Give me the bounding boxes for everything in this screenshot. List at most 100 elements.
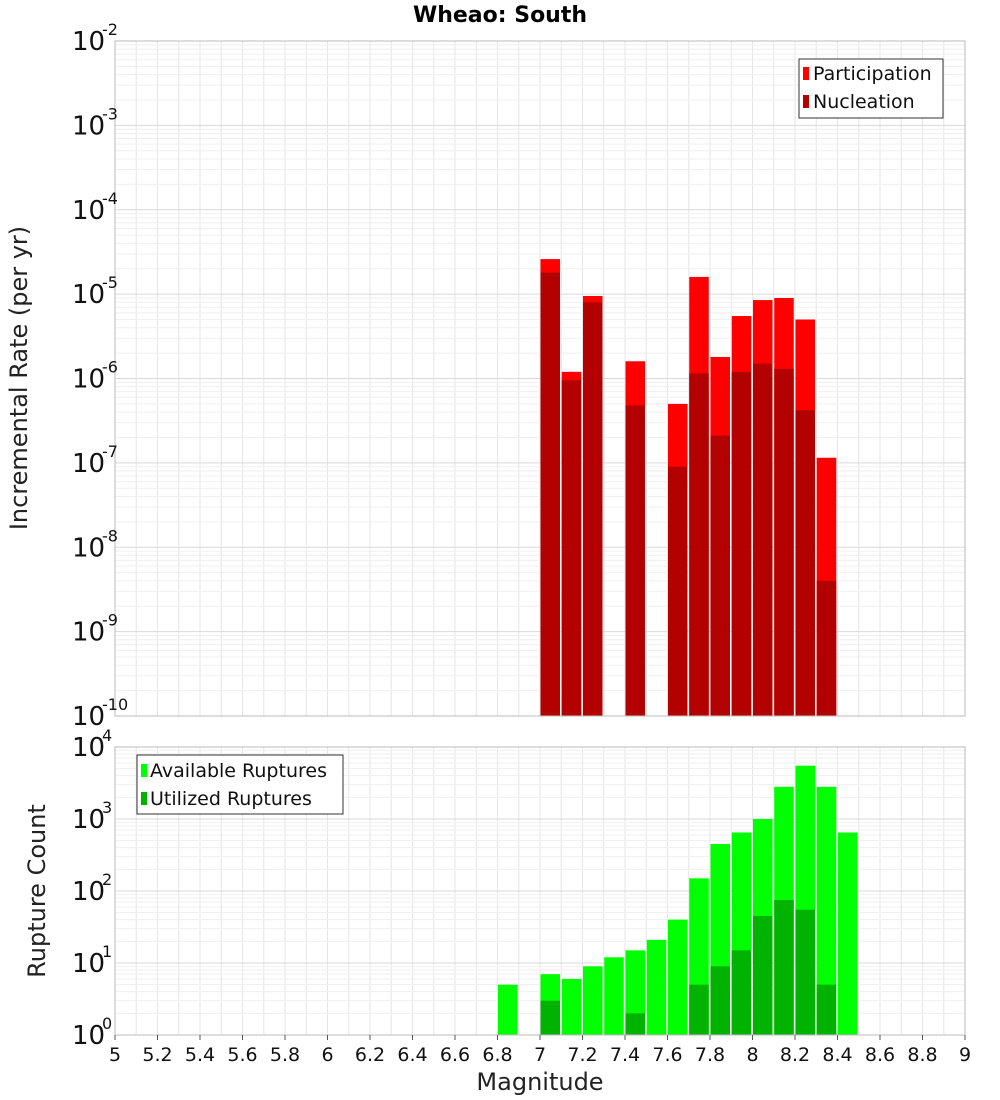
- utilized-ruptures-bar: [710, 966, 730, 1035]
- y-tick-label: 10: [72, 618, 105, 648]
- utilized-ruptures-bar: [731, 950, 752, 1035]
- y-tick-label: 10: [72, 1021, 105, 1051]
- x-tick-label: 7.6: [652, 1044, 682, 1066]
- nucleation-bar: [774, 368, 794, 716]
- nucleation-legend-label: Nucleation: [813, 91, 915, 113]
- rate-y-axis-label: Incremental Rate (per yr): [5, 226, 33, 530]
- rate-grid: [114, 41, 966, 717]
- y-tick-label: 10: [72, 365, 105, 395]
- available-legend-label: Available Ruptures: [150, 760, 327, 782]
- x-tick-label: 7: [534, 1044, 546, 1066]
- y-tick-exponent: -7: [102, 442, 118, 461]
- x-tick-label: 8.8: [907, 1044, 937, 1066]
- x-tick-label: 5: [109, 1044, 121, 1066]
- nucleation-bar: [753, 363, 773, 716]
- utilized-ruptures-bar: [816, 984, 837, 1035]
- x-tick-label: 7.2: [567, 1044, 597, 1066]
- x-axis-label: Magnitude: [476, 1068, 603, 1096]
- x-tick-label: 8.4: [822, 1044, 852, 1066]
- y-tick-exponent: -10: [102, 695, 128, 714]
- available-ruptures-bar: [498, 984, 518, 1035]
- y-tick-exponent: 2: [102, 870, 112, 889]
- count-legend-box: [136, 754, 344, 815]
- y-tick-label: 10: [72, 449, 105, 479]
- y-tick-label: 10: [72, 280, 105, 310]
- nucleation-bar: [816, 580, 837, 716]
- nucleation-bar: [710, 435, 730, 716]
- x-tick-label: 6.4: [397, 1044, 427, 1066]
- participation-legend-label: Participation: [813, 63, 932, 85]
- available-ruptures-bar: [561, 978, 582, 1035]
- rate-bars: [540, 259, 837, 716]
- x-tick-label: 8.2: [780, 1044, 810, 1066]
- x-tick-label: 6.2: [355, 1044, 385, 1066]
- available-ruptures-bar: [646, 939, 667, 1035]
- nucleation-bar: [540, 272, 560, 716]
- utilized-legend-swatch: [141, 792, 147, 805]
- count-legend: Available Ruptures Utilized Ruptures: [136, 754, 344, 815]
- count-y-axis-label: Rupture Count: [23, 804, 51, 978]
- y-tick-exponent: 1: [102, 942, 112, 961]
- y-tick-label: 10: [72, 111, 105, 141]
- x-tick-label: 6.6: [440, 1044, 470, 1066]
- x-tick-label: 8: [746, 1044, 758, 1066]
- chart-title: Wheao: South: [413, 3, 587, 28]
- y-tick-exponent: -6: [102, 358, 118, 377]
- utilized-ruptures-bar: [540, 1000, 560, 1035]
- nucleation-bar: [795, 410, 815, 716]
- y-tick-exponent: -9: [102, 611, 118, 630]
- rate-legend-box: [798, 58, 944, 119]
- nucleation-bar: [625, 405, 645, 716]
- utilized-ruptures-bar: [795, 909, 815, 1035]
- y-tick-exponent: -3: [102, 104, 118, 123]
- available-ruptures-bar: [604, 957, 624, 1035]
- utilized-ruptures-bar: [689, 984, 709, 1035]
- y-tick-label: 10: [72, 877, 105, 907]
- y-tick-exponent: 0: [102, 1014, 112, 1033]
- available-ruptures-bar: [838, 832, 858, 1035]
- utilized-ruptures-bar: [625, 1013, 645, 1035]
- y-tick-label: 10: [72, 805, 105, 835]
- y-tick-exponent: -2: [102, 20, 118, 39]
- x-tick-label: 6: [321, 1044, 333, 1066]
- y-tick-label: 10: [72, 949, 105, 979]
- x-tick-label: 9: [959, 1044, 971, 1066]
- y-tick-label: 10: [72, 733, 105, 763]
- x-tick-label: 5.8: [270, 1044, 300, 1066]
- available-ruptures-bar: [583, 966, 603, 1035]
- y-tick-exponent: 3: [102, 798, 112, 817]
- x-tick-label: 5.4: [185, 1044, 215, 1066]
- available-ruptures-bar: [816, 786, 837, 1035]
- x-tick-label: 6.8: [482, 1044, 512, 1066]
- y-tick-label: 10: [72, 27, 105, 57]
- nucleation-bar: [583, 302, 603, 716]
- x-tick-label: 5.2: [142, 1044, 172, 1066]
- rate-legend: Participation Nucleation: [798, 58, 944, 119]
- x-tick-label: 8.6: [865, 1044, 895, 1066]
- utilized-ruptures-bar: [774, 899, 794, 1035]
- magnitude-x-ticks: 5 5.2 5.4 5.6 5.8 6 6.2 6.4 6.6 6.8 7 7.2 7.4 7.6 7.8 8…: [109, 1035, 971, 1066]
- utilized-legend-label: Utilized Ruptures: [150, 788, 312, 810]
- participation-legend-swatch: [803, 67, 809, 80]
- x-tick-label: 7.8: [695, 1044, 725, 1066]
- y-tick-label: 10: [72, 533, 105, 563]
- count-bars: [498, 765, 858, 1035]
- available-ruptures-bar: [668, 919, 688, 1035]
- x-tick-label: 5.6: [227, 1044, 257, 1066]
- rate-plot-frame: [114, 40, 966, 717]
- utilized-ruptures-bar: [753, 915, 773, 1035]
- y-tick-label: 10: [72, 702, 105, 732]
- available-legend-swatch: [141, 764, 147, 777]
- y-tick-exponent: -8: [102, 526, 118, 545]
- y-tick-exponent: 4: [102, 726, 112, 745]
- y-tick-exponent: -5: [102, 273, 118, 292]
- x-tick-label: 7.4: [610, 1044, 640, 1066]
- nucleation-bar: [731, 371, 752, 716]
- y-tick-label: 10: [72, 196, 105, 226]
- y-tick-exponent: -4: [102, 189, 118, 208]
